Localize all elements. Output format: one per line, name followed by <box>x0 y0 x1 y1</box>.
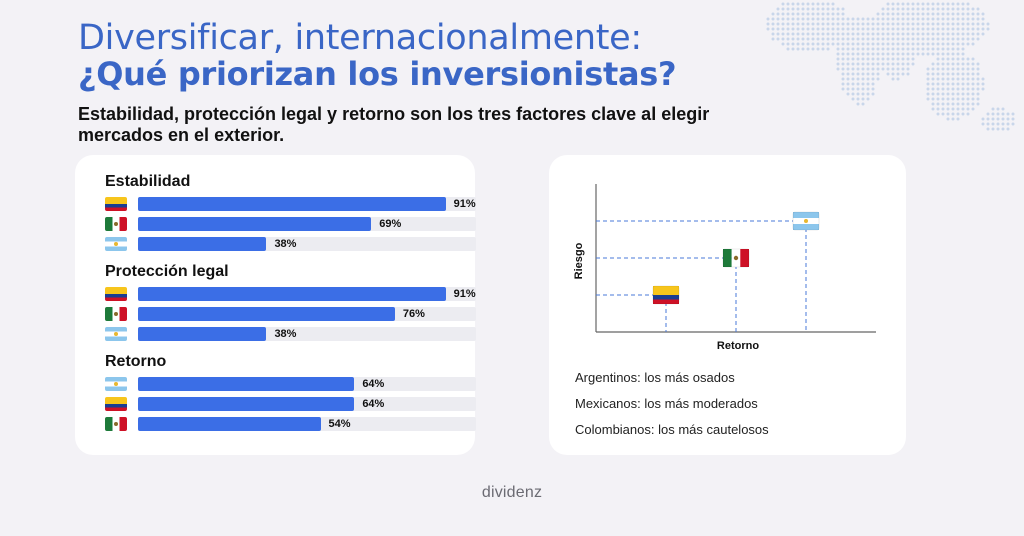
legend-argentinos: Argentinos: los más osados <box>575 370 735 385</box>
colombia-flag-icon <box>652 285 680 305</box>
bar-row: 64% <box>105 397 476 411</box>
bar-track: 38% <box>138 327 476 341</box>
bar <box>138 307 395 321</box>
bar-value-label: 38% <box>274 238 297 250</box>
bar-value-label: 69% <box>379 218 402 230</box>
bar-value-label: 38% <box>274 328 297 340</box>
bar-row: 38% <box>105 237 476 251</box>
bar <box>138 397 355 411</box>
bar <box>138 417 321 431</box>
page-title-line2: ¿Qué priorizan los inversionistas? <box>78 55 677 93</box>
group-title: Protección legal <box>105 263 229 280</box>
x-axis-label: Retorno <box>717 340 759 352</box>
bar-track: 64% <box>138 397 476 411</box>
bar <box>138 287 446 301</box>
bar-track: 38% <box>138 237 476 251</box>
bar-value-label: 64% <box>362 378 385 390</box>
bar-track: 64% <box>138 377 476 391</box>
brand-logo: dividenz <box>481 484 543 501</box>
page-title-line1: Diversificar, internacionalmente: <box>78 18 642 58</box>
mexico-flag-icon <box>105 307 127 321</box>
bar-track: 69% <box>138 217 476 231</box>
world-map-decoration <box>766 2 1015 131</box>
mexico-flag-icon <box>722 248 750 268</box>
bar-track: 54% <box>138 417 476 431</box>
bar <box>138 327 267 341</box>
bar-row: 91% <box>105 197 476 211</box>
legend-colombianos: Colombianos: los más cautelosos <box>575 422 769 437</box>
bar <box>138 217 372 231</box>
mexico-flag-icon <box>105 217 127 231</box>
group-title: Estabilidad <box>105 173 191 190</box>
page-subtitle: Estabilidad, protección legal y retorno … <box>78 104 710 145</box>
bar-row: 64% <box>105 377 476 391</box>
bar-value-label: 54% <box>328 418 351 430</box>
argentina-flag-icon <box>792 211 820 231</box>
group-title: Retorno <box>105 353 167 370</box>
colombia-flag-icon <box>105 397 127 411</box>
bar-chart-card: Estabilidad 91% 69% 38% Protección legal 91% 7… <box>75 155 476 455</box>
bar-row: 54% <box>105 417 476 431</box>
bar <box>138 237 267 251</box>
bar-value-label: 91% <box>453 288 476 300</box>
bar-value-label: 76% <box>402 308 425 320</box>
bar-row: 91% <box>105 287 476 301</box>
mexico-flag-icon <box>105 417 127 431</box>
argentina-flag-icon <box>105 327 127 341</box>
legend-mexicanos: Mexicanos: los más moderados <box>575 396 758 411</box>
bar-track: 91% <box>138 287 476 301</box>
bar-value-label: 91% <box>453 198 476 210</box>
argentina-flag-icon <box>105 377 127 391</box>
colombia-flag-icon <box>105 197 127 211</box>
risk-return-card: Retorno Riesgo Argentinos: los más osados… <box>549 155 906 455</box>
bar-row: 38% <box>105 327 476 341</box>
risk-return-chart: Retorno Riesgo <box>573 184 876 352</box>
bar <box>138 377 355 391</box>
colombia-flag-icon <box>105 287 127 301</box>
y-axis-label: Riesgo <box>573 242 585 279</box>
bar-track: 76% <box>138 307 476 321</box>
bar <box>138 197 446 211</box>
bar-track: 91% <box>138 197 476 211</box>
bar-value-label: 64% <box>362 398 385 410</box>
bar-row: 76% <box>105 307 476 321</box>
argentina-flag-icon <box>105 237 127 251</box>
bar-row: 69% <box>105 217 476 231</box>
